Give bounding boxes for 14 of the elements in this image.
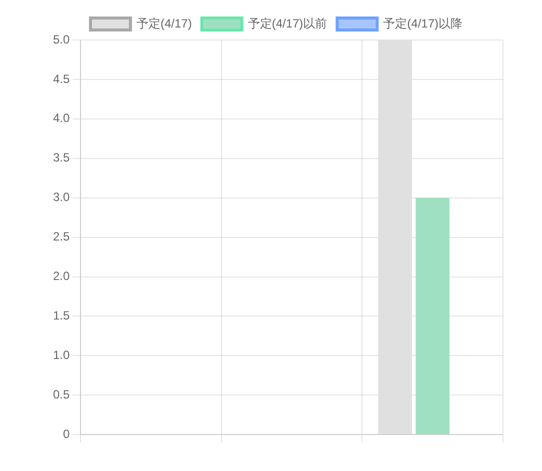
- y-tick-label: 3.0: [52, 190, 70, 204]
- y-tick-label: 4.5: [52, 72, 70, 86]
- y-tick-label: 1.0: [52, 348, 70, 362]
- y-tick-label: 1.5: [52, 308, 70, 323]
- legend-label: 予定(4/17): [136, 16, 192, 30]
- y-tick-label: 0: [62, 426, 70, 441]
- legend-label: 予定(4/17)以降: [383, 16, 463, 30]
- y-tick-label: 0.5: [52, 387, 70, 402]
- y-tick-label: 5.0: [52, 32, 70, 46]
- y-tick-label: 4.0: [52, 111, 70, 126]
- y-tick-label: 3.5: [52, 150, 70, 165]
- legend-label: 予定(4/17)以前: [248, 16, 328, 30]
- y-tick-label: 2.5: [52, 230, 70, 244]
- y-tick-label: 2.0: [52, 269, 70, 284]
